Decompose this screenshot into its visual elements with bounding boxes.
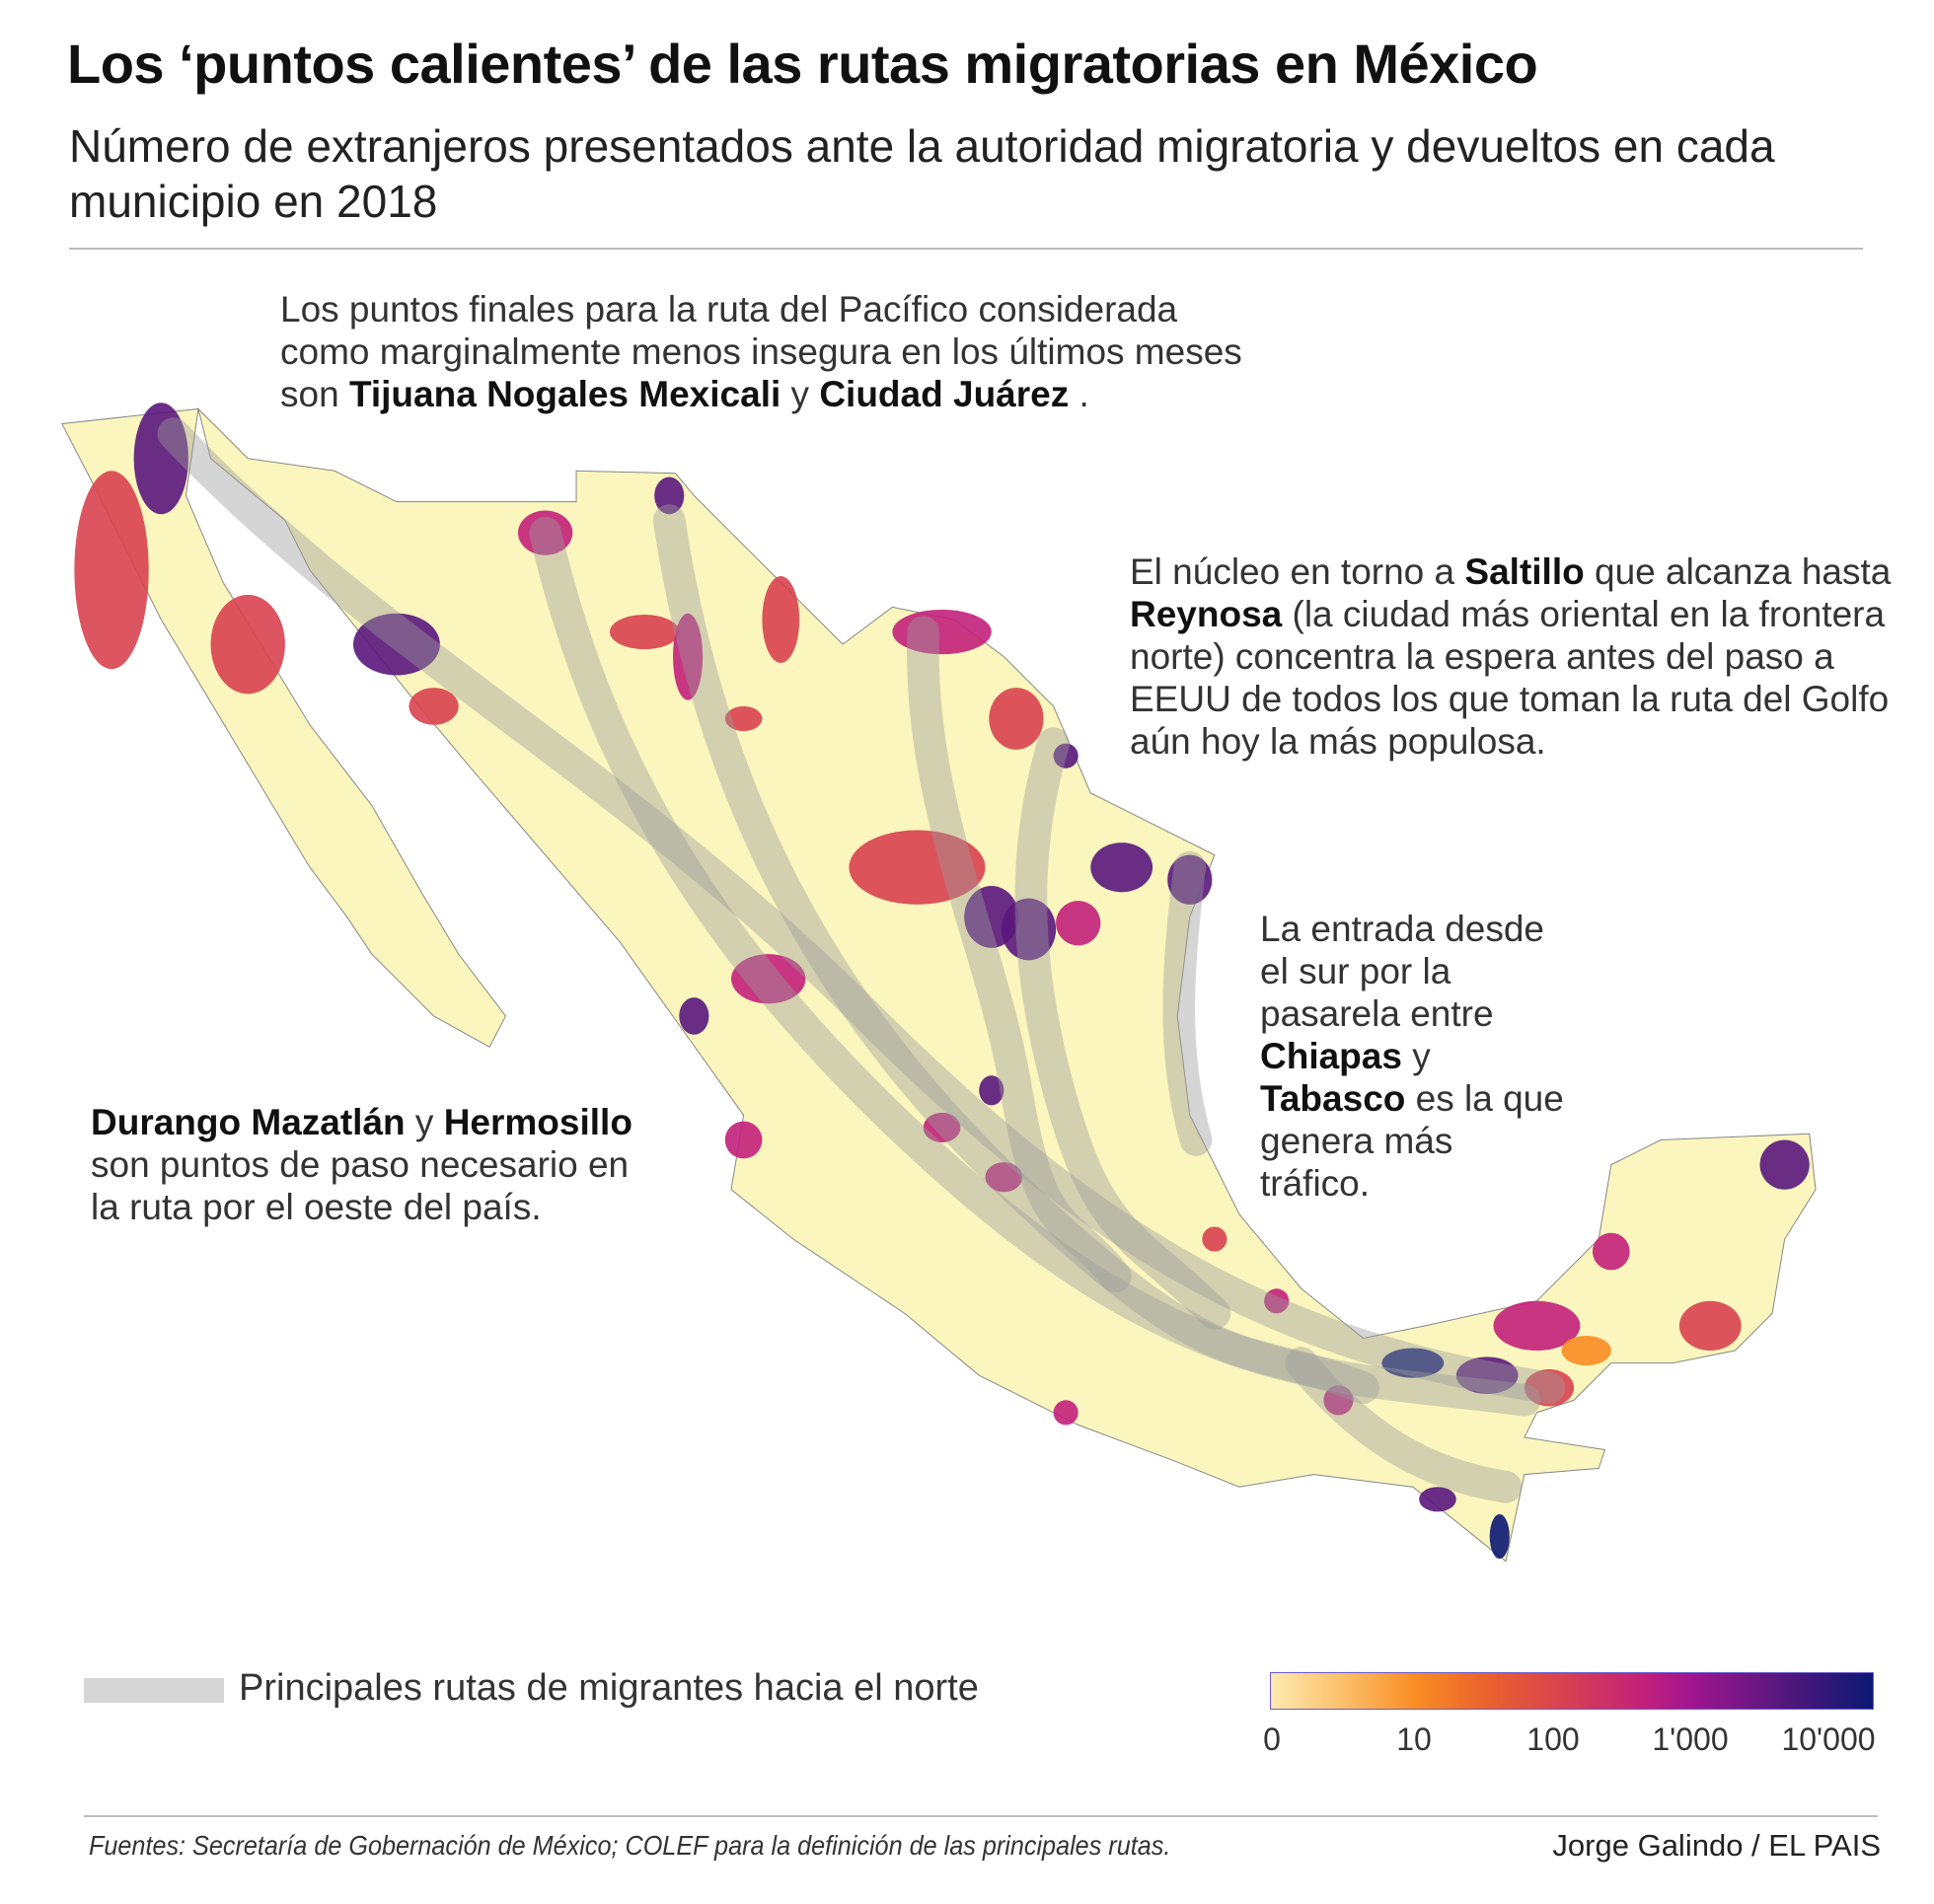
scale-tick: 0 (1263, 1721, 1281, 1757)
hotspot-municipality (1167, 854, 1213, 905)
annotation-line: tráfico. (1260, 1163, 1371, 1204)
hotspot-municipality (673, 613, 704, 700)
scale-tick: 10 (1396, 1721, 1432, 1757)
page-subtitle: Número de extranjeros presentados ante l… (69, 120, 1775, 227)
hotspot-municipality (1053, 743, 1079, 769)
hotspot-municipality (654, 476, 685, 515)
route-central-east (907, 616, 1132, 1293)
hotspot-municipality (724, 705, 763, 732)
annotation-line: Los puntos finales para la ruta del Pací… (280, 289, 1178, 330)
hotspot-municipality (1489, 1513, 1510, 1560)
hotspot-municipality (74, 471, 149, 670)
hotspot-municipality (1592, 1232, 1630, 1271)
annotation-line: la ruta por el oeste del país. (91, 1187, 542, 1227)
annotation-line: norte) concentra la espera antes del pas… (1130, 636, 1834, 677)
migration-routes (157, 417, 1566, 1503)
hotspot-municipality (210, 594, 285, 695)
annotation-line: El núcleo en torno a Saltillo que alcanz… (1130, 551, 1892, 592)
hotspot-municipality (1524, 1368, 1575, 1407)
municipality-hotspots (74, 403, 1810, 1560)
scale-tick: 10'000 (1781, 1721, 1876, 1757)
annotation-line: como marginalmente menos insegura en los… (280, 331, 1242, 372)
hotspot-municipality (1053, 1400, 1079, 1426)
annotation-line: EEUU de todos los que toman la ruta del … (1130, 679, 1890, 719)
hotspot-municipality (849, 830, 986, 905)
hotspot-municipality (923, 1112, 961, 1143)
hotspot-municipality (1202, 1226, 1227, 1252)
hotspot-municipality (1493, 1300, 1581, 1352)
source-note: Fuentes: Secretaría de Gobernación de Mé… (89, 1830, 1171, 1861)
hotspot-municipality (892, 609, 992, 655)
route-gulf (1014, 727, 1231, 1330)
annotation-line: La entrada desde (1260, 909, 1545, 949)
annotation-line: aún hoy la más populosa. (1130, 721, 1546, 762)
route-pacific (157, 417, 1566, 1405)
baja-california-peninsula (61, 407, 507, 1049)
hotspot-municipality (609, 614, 680, 650)
hotspot-municipality (679, 997, 709, 1035)
annotation-line: Tabasco es la que (1260, 1078, 1564, 1119)
hotspot-municipality (1561, 1335, 1611, 1366)
annotation-line: Reynosa (la ciudad más oriental en la fr… (1130, 594, 1886, 634)
hotspot-municipality (979, 1075, 1004, 1106)
scale-tick: 100 (1526, 1721, 1580, 1757)
hotspot-municipality (1264, 1288, 1290, 1314)
annotation-west-route: Durango Mazatlán y Hermosillo son puntos… (91, 1101, 632, 1228)
hotspot-municipality (1419, 1487, 1456, 1512)
color-scale-bar (1270, 1672, 1874, 1710)
hotspot-municipality (1056, 901, 1101, 946)
annotation-line: son Tijuana Nogales Mexicali y Ciudad Ju… (280, 374, 1089, 414)
hotspot-municipality (724, 1121, 763, 1159)
hotspot-municipality (518, 510, 573, 555)
hotspot-municipality (985, 1162, 1023, 1193)
hotspot-municipality (731, 954, 806, 1004)
header-divider (69, 248, 1863, 250)
route-south (1285, 1347, 1523, 1503)
hotspot-municipality (1678, 1300, 1742, 1352)
hotspot-municipality (1001, 898, 1057, 961)
hotspot-municipality (1090, 842, 1153, 893)
annotation-line: genera más (1260, 1121, 1453, 1161)
hotspot-municipality (409, 688, 459, 725)
legend-route-swatch (84, 1678, 224, 1703)
annotation-south-entry: La entrada desde el sur por la pasarela … (1260, 908, 1564, 1205)
hotspot-municipality (1381, 1348, 1445, 1378)
scale-tick: 1'000 (1652, 1721, 1729, 1757)
hotspot-municipality (1323, 1385, 1354, 1416)
route-central (652, 504, 1379, 1405)
footer-divider (84, 1815, 1878, 1817)
annotation-pacific-route: Los puntos finales para la ruta del Pací… (280, 288, 1242, 415)
hotspot-municipality (352, 613, 440, 676)
legend-route-label: Principales rutas de migrantes hacia el … (239, 1667, 979, 1709)
annotation-line: Durango Mazatlán y Hermosillo (91, 1102, 632, 1142)
annotation-line: Chiapas y (1260, 1036, 1431, 1076)
route-west (529, 516, 1541, 1417)
annotation-line: el sur por la (1260, 951, 1451, 991)
author-credit: Jorge Galindo / EL PAIS (1552, 1828, 1881, 1863)
annotation-line: pasarela entre (1260, 993, 1494, 1034)
hotspot-municipality (1759, 1139, 1810, 1190)
route-gulf-coast (1162, 850, 1213, 1156)
hotspot-municipality (133, 403, 188, 515)
annotation-line: son puntos de paso necesario en (91, 1144, 630, 1185)
annotation-gulf-route: El núcleo en torno a Saltillo que alcanz… (1130, 550, 1891, 763)
page-title: Los ‘puntos calientes’ de las rutas migr… (67, 33, 1538, 95)
hotspot-municipality (989, 688, 1044, 750)
hotspot-municipality (762, 576, 800, 663)
hotspot-municipality (1455, 1356, 1519, 1394)
